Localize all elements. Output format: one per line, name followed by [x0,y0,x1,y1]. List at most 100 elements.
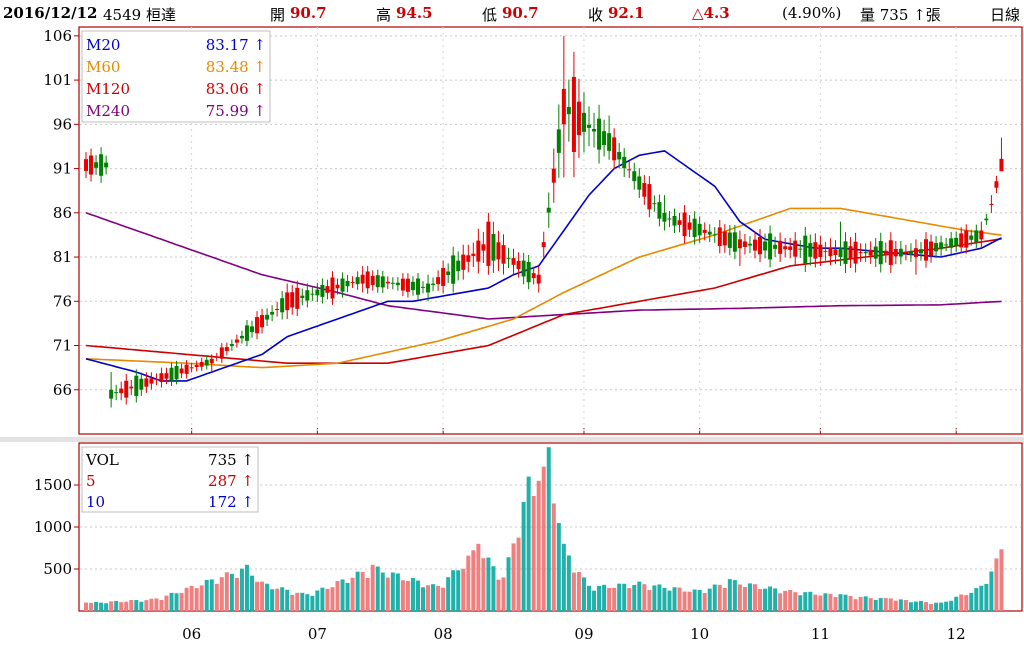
volume-tick-label: 1500 [34,476,72,494]
candle-body [576,101,581,136]
candle-body [149,378,154,384]
candle-body [597,118,602,150]
volume-bar [833,596,838,611]
volume-bar [898,599,903,611]
candle-body [119,388,124,394]
candle-body [410,281,415,291]
volume-bar [219,577,224,611]
volume-bar [214,583,219,611]
price-tick-label: 71 [53,337,72,355]
month-label: 08 [434,625,453,643]
month-label: 11 [811,625,830,643]
candle-body [893,248,898,257]
close-value: 92.1 [608,4,645,22]
candle-body [275,308,280,310]
candle-body [310,293,315,295]
volume-bar [451,570,456,611]
quote-header: 2016/12/12 4549 桓達 開 90.7 高 94.5 低 90.7 … [0,0,1024,26]
candle-body [612,137,617,161]
volume-bar [959,594,964,611]
period-label: 日線 [990,6,1021,24]
volume-bar [853,599,858,611]
candle-body [94,162,99,168]
panel-separator [0,437,1024,442]
legend-m20-name: M20 [86,36,120,54]
volume-bar [838,594,843,611]
candle-body [732,232,737,252]
candle-body [592,128,597,132]
volume-bar [184,587,189,611]
candle-body [687,222,692,230]
candle-body [551,168,556,183]
volume-bar [612,587,617,611]
candle-body [989,203,994,205]
candle-body [260,315,265,328]
volume-bar [843,594,848,611]
volume-bar [410,578,415,611]
volume-bar [737,584,742,611]
candle-body [863,251,868,254]
candle-body [828,247,833,257]
volume-bar [863,596,868,611]
volume-bar [124,601,129,611]
volume-bar [722,587,727,611]
volume-bar [89,602,94,611]
candle-body [109,389,114,399]
volume-bar [390,572,395,611]
volume-bar [742,587,747,611]
volume-bar [360,572,365,611]
open-label: 開 [270,6,286,24]
volume-bar [330,587,335,611]
candle-body [400,278,405,291]
change-percent: (4.90%) [782,4,842,22]
volume-bar [189,585,194,611]
volume-bar [536,480,541,611]
candle-body [752,239,757,251]
price-tick-label: 106 [43,27,72,45]
candle-body [848,246,853,260]
legend-m240-value: 75.99 ↑ [206,102,266,120]
volume-bar [144,600,149,611]
candle-body [471,253,476,256]
volume-bar [732,580,737,611]
candle-body [808,243,813,257]
volume-bar [848,595,853,611]
candle-body [355,277,360,285]
candle-body [194,364,199,368]
volume-bar [566,555,571,611]
candle-body [571,76,576,152]
volume-bar [934,602,939,611]
volume-bar [400,580,405,611]
candle-body [617,151,622,160]
candle-body [798,248,803,250]
legend-vol10-name: 10 [86,493,105,511]
volume-bar [491,566,496,611]
candle-body [747,243,752,246]
candle-body [979,230,984,240]
volume-bar [918,600,923,611]
volume-bar [249,575,254,611]
volume-bar [335,581,340,611]
volume-bar [647,589,652,611]
volume-bar [541,466,546,611]
volume-bar [697,590,702,611]
candle-body [959,233,964,248]
price-tick-label: 101 [43,71,72,89]
volume-bar [209,579,214,611]
candle-body [491,233,496,261]
candle-body [672,215,677,226]
candle-body [249,326,254,332]
volume-bar [913,601,918,611]
candle-body [662,212,667,222]
volume-bar [531,496,536,611]
close-label: 收 [588,6,604,24]
legend-vol-name: VOL [85,451,119,469]
candle-body [546,207,551,213]
volume-bar [929,604,934,611]
candle-body [783,246,788,250]
volume-bar [395,573,400,611]
candle-body [330,277,335,299]
candle-body [305,290,310,301]
volume-bar [974,588,979,611]
